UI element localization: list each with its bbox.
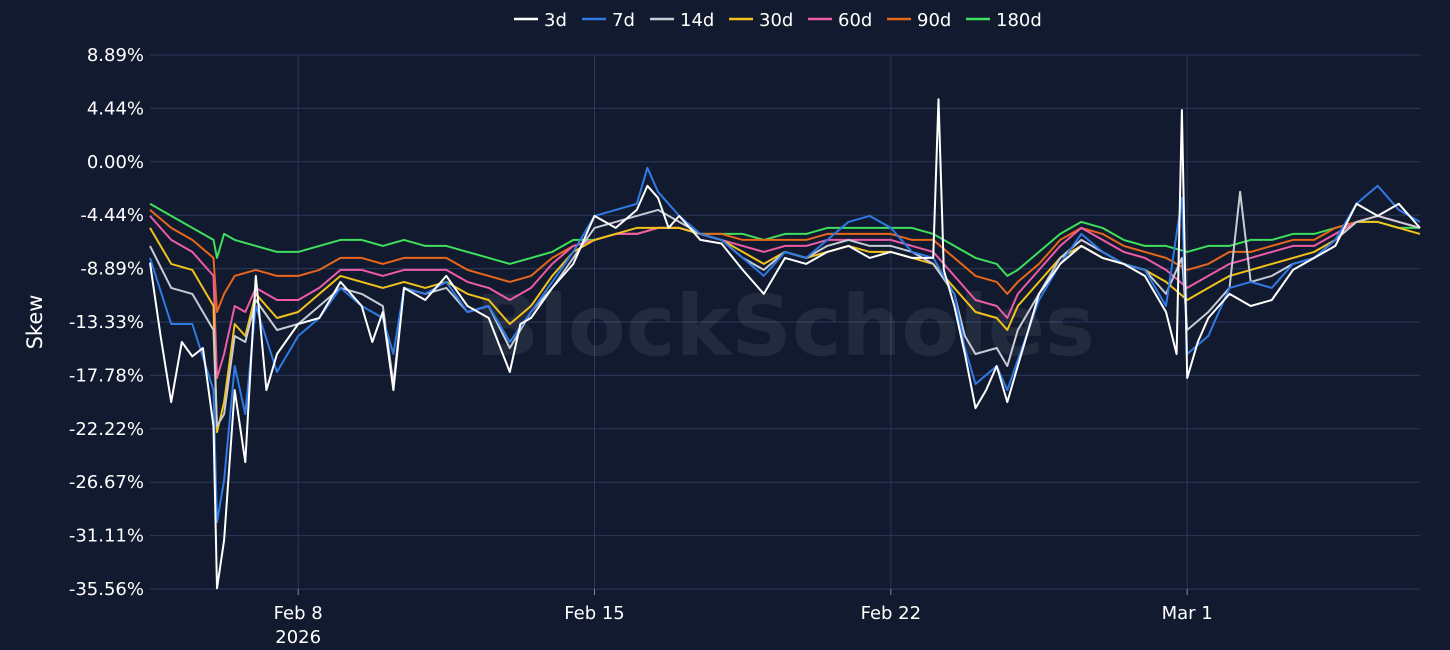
y-tick-label: -17.78% bbox=[69, 365, 144, 386]
y-tick-label: -4.44% bbox=[80, 205, 144, 226]
y-tick-label: 8.89% bbox=[87, 45, 144, 66]
legend-label: 7d bbox=[612, 10, 635, 31]
series-lines bbox=[149, 98, 1421, 590]
x-tick-label: Mar 1 bbox=[1162, 603, 1213, 624]
legend-label: 60d bbox=[838, 10, 872, 31]
series-line-30d bbox=[149, 220, 1421, 434]
x-axis: Feb 8 2026 Feb 15 Feb 22 Mar 1 bbox=[274, 589, 1213, 648]
x-tick-label: Feb 15 bbox=[564, 603, 625, 624]
x-tick-year-label: 2026 bbox=[275, 627, 321, 648]
x-tick-label: Feb 22 bbox=[861, 603, 922, 624]
y-tick-label: -31.11% bbox=[69, 526, 144, 547]
watermark: BlockScholes bbox=[475, 277, 1095, 375]
legend-label: 180d bbox=[996, 10, 1042, 31]
legend-label: 14d bbox=[680, 10, 714, 31]
series-line-180d bbox=[149, 202, 1420, 277]
legend-item-60d[interactable]: 60d bbox=[808, 10, 872, 31]
legend: 3d 7d 14d 30d 60d 90d 180d bbox=[514, 10, 1042, 31]
y-tick-label: 4.44% bbox=[87, 98, 144, 119]
legend-item-90d[interactable]: 90d bbox=[887, 10, 951, 31]
series-line-90d bbox=[149, 209, 1421, 313]
y-tick-label: -8.89% bbox=[80, 259, 144, 280]
y-tick-label: -35.56% bbox=[69, 579, 144, 600]
y-tick-label: -26.67% bbox=[69, 472, 144, 493]
legend-label: 90d bbox=[917, 10, 951, 31]
y-axis: 8.89% 4.44% 0.00% -4.44% -8.89% -13.33% -17.78… bbox=[69, 45, 144, 600]
legend-item-7d[interactable]: 7d bbox=[582, 10, 635, 31]
series-line-3d bbox=[149, 98, 1421, 590]
y-tick-label: 0.00% bbox=[87, 152, 144, 173]
legend-item-30d[interactable]: 30d bbox=[729, 10, 793, 31]
y-axis-label: Skew bbox=[23, 295, 47, 350]
legend-item-180d[interactable]: 180d bbox=[966, 10, 1042, 31]
y-tick-label: -22.22% bbox=[69, 419, 144, 440]
grid bbox=[150, 54, 1420, 590]
legend-label: 30d bbox=[759, 10, 793, 31]
x-tick-label: Feb 8 bbox=[274, 603, 323, 624]
legend-label: 3d bbox=[544, 10, 567, 31]
legend-item-14d[interactable]: 14d bbox=[650, 10, 714, 31]
series-line-60d bbox=[149, 214, 1421, 379]
legend-item-3d[interactable]: 3d bbox=[514, 10, 567, 31]
y-tick-label: -13.33% bbox=[69, 312, 144, 333]
